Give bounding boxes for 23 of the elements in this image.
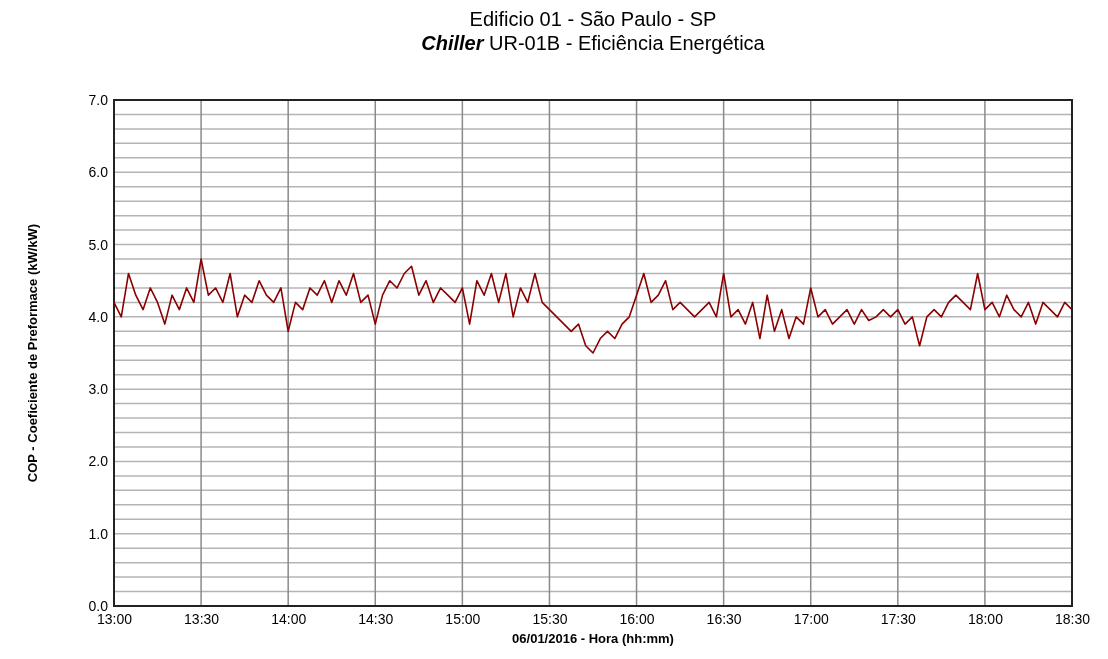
y-axis-title: COP - Coeficiente de Preformace (kW/kW): [25, 223, 40, 483]
x-tick-label: 18:30: [1054, 610, 1091, 627]
line-series: [113, 258, 1073, 354]
y-tick-label: 1.0: [88, 525, 109, 542]
x-tick-label: 16:30: [706, 610, 742, 627]
y-tick-label: 2.0: [88, 453, 109, 470]
x-tick-label: 14:30: [358, 610, 394, 627]
y-tick-label: 3.0: [88, 381, 109, 398]
y-tick-label: 5.0: [88, 236, 109, 253]
x-axis-title: 06/01/2016 - Hora (hh:mm): [512, 631, 674, 646]
x-tick-label: 13:30: [184, 610, 220, 627]
x-tick-label: 18:00: [967, 610, 1004, 627]
x-tick-label: 15:30: [532, 610, 568, 627]
x-tick-label: 14:00: [271, 610, 307, 627]
y-tick-label: 6.0: [88, 164, 109, 181]
y-tick-label: 7.0: [88, 91, 109, 108]
x-tick-label: 15:00: [445, 610, 481, 627]
x-tick-label: 16:00: [619, 610, 655, 627]
chart-title: Edificio 01 - São Paulo - SP: [469, 8, 717, 30]
x-tick-label: 17:00: [793, 610, 829, 627]
x-tick-label: 17:30: [880, 610, 917, 627]
y-tick-label: 4.0: [88, 308, 109, 325]
chart-subtitle: Chiller UR-01B - Eficiência Energética: [421, 32, 766, 54]
